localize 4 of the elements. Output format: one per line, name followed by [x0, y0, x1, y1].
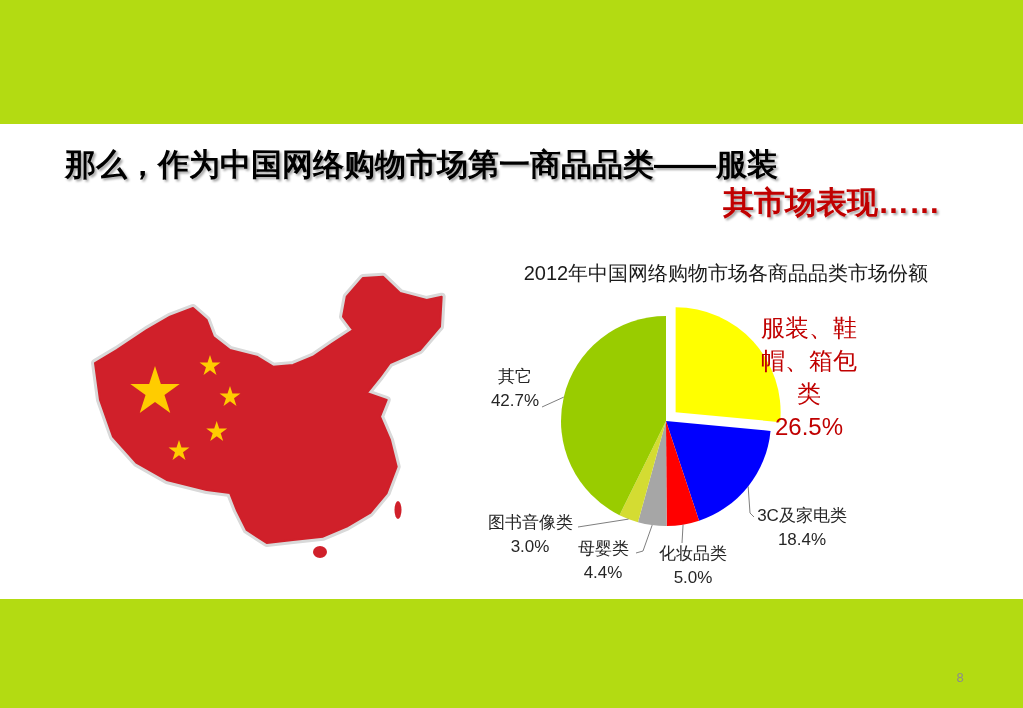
annotation: 其市场表现…… [723, 185, 940, 220]
annotation: 那么，作为中国网络购物市场第一商品品类——服装 [65, 147, 778, 182]
title: 2012年中国网络购物市场各商品品类市场份额 [523, 262, 929, 284]
annotation: 8 [956, 670, 964, 685]
